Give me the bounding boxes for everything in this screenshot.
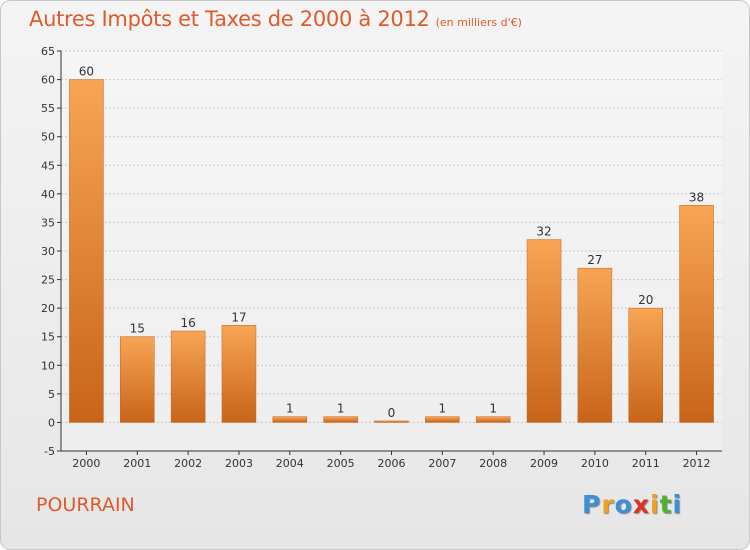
labels: -505101520253035404550556065602000152001… [41,45,711,470]
data-label-2010: 27 [587,253,602,267]
data-label-2001: 15 [130,322,145,336]
data-label-2007: 1 [439,402,447,416]
y-tick-label: 0 [48,416,55,429]
y-tick-label: 5 [48,388,55,401]
logo-letter: o [614,490,633,519]
y-tick-label: 50 [41,131,55,144]
y-tick-label: 40 [41,188,55,201]
place-name: POURRAIN [36,494,135,516]
logo-letter: r [601,490,615,519]
data-label-2011: 20 [638,293,653,307]
data-label-2012: 38 [689,190,704,204]
y-tick-label: -5 [44,445,55,458]
bars [69,79,714,423]
data-label-2000: 60 [79,65,94,79]
x-tick-label: 2008 [479,457,507,470]
y-tick-label: 20 [41,302,55,315]
x-tick-label: 2012 [683,457,711,470]
data-label-2002: 16 [180,316,195,330]
data-label-2008: 1 [489,402,497,416]
y-tick-label: 65 [41,45,55,58]
logo-letter: i [650,490,660,519]
bar-2012 [679,205,714,423]
x-tick-label: 2000 [72,457,100,470]
x-tick-label: 2011 [632,457,660,470]
bar-2011 [628,307,663,423]
grid-lines [61,50,722,452]
x-tick-label: 2003 [225,457,253,470]
y-tick-label: 10 [41,359,55,372]
logo-letter: i [672,490,683,519]
y-tick-label: 30 [41,245,55,258]
proxiti-logo: Proxiti [582,490,682,519]
x-tick-label: 2006 [378,457,406,470]
axes [57,50,722,455]
chart-subtitle: (en milliers d'€) [435,16,522,29]
bar-2004 [272,416,308,423]
bar-2002 [170,330,206,423]
bar-2005 [323,416,358,423]
bar-2001 [120,336,155,423]
x-tick-label: 2001 [123,457,151,470]
bar-2007 [425,416,460,423]
y-tick-label: 60 [41,74,55,87]
x-tick-label: 2009 [530,457,558,470]
chart-title: Autres Impôts et Taxes de 2000 à 2012 (en… [29,7,522,31]
data-label-2003: 17 [231,310,246,324]
x-tick-label: 2007 [428,457,456,470]
data-label-2009: 32 [536,225,551,239]
bar-2008 [475,416,511,423]
y-tick-label: 45 [41,159,55,172]
x-tick-label: 2002 [174,457,202,470]
x-tick-label: 2004 [276,457,304,470]
logo-letter: P [582,490,602,519]
bar-2006 [374,420,409,423]
y-tick-label: 35 [41,216,55,229]
data-label-2006: 0 [388,406,396,420]
data-label-2005: 1 [337,402,345,416]
chart-title-text: Autres Impôts et Taxes de 2000 à 2012 [29,7,430,31]
x-tick-label: 2010 [581,457,609,470]
y-tick-label: 55 [41,102,55,115]
bar-2009 [526,239,562,423]
x-tick-label: 2005 [327,457,355,470]
y-tick-label: 25 [41,274,55,287]
logo-letter: x [632,490,650,519]
bar-2010 [577,267,613,423]
bar-2000 [69,79,104,423]
data-label-2004: 1 [286,402,294,416]
bar-2003 [221,325,257,423]
y-tick-label: 15 [41,331,55,344]
logo-letter: t [659,490,673,519]
